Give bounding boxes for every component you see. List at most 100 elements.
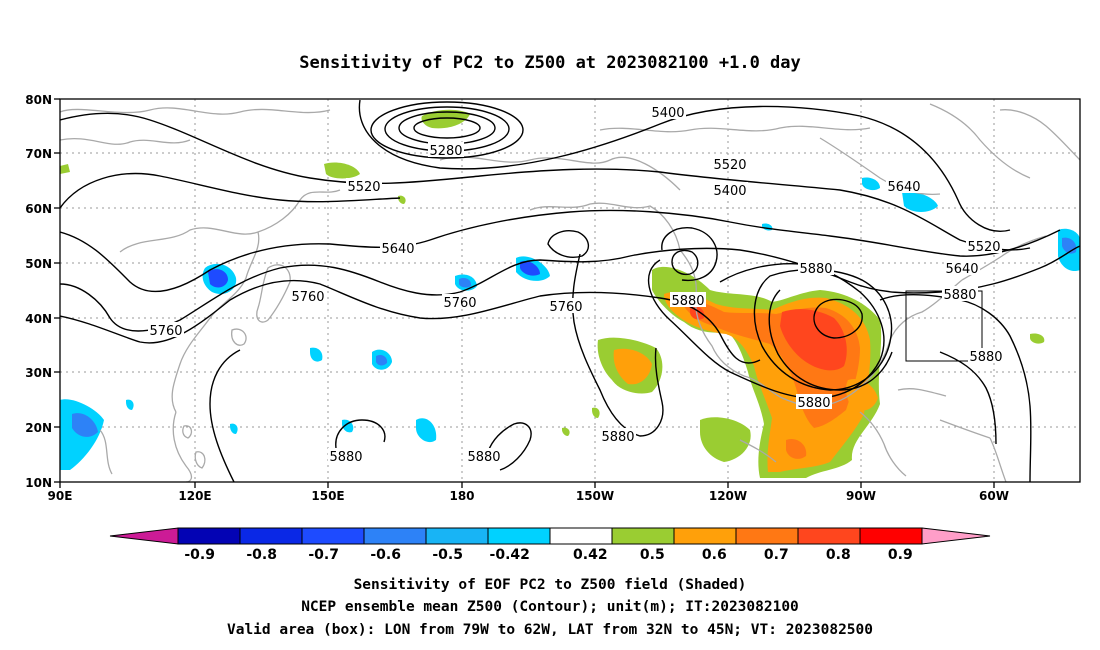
colorbar-tick-label: -0.7 <box>308 547 339 563</box>
colorbar-cell <box>363 527 427 545</box>
blue-patch <box>862 177 880 191</box>
contour-label: 5400 <box>651 106 684 121</box>
contour-label-bg <box>442 294 478 309</box>
colorbar-cell <box>611 527 675 545</box>
contour-label: 5880 <box>969 350 1002 365</box>
lon-label: 60W <box>979 489 1009 503</box>
z500-contours <box>60 99 1080 482</box>
colorbar-tick-label: -0.8 <box>246 547 277 563</box>
axis-ticks <box>54 98 995 488</box>
lon-label: 120E <box>178 489 211 503</box>
contour-label: 5640 <box>945 262 978 277</box>
map-frame <box>59 98 1081 483</box>
contour-label-bg <box>346 178 382 193</box>
orange-patch <box>613 348 652 385</box>
contour-label-bg <box>712 156 748 171</box>
contour-label-bg <box>944 260 980 275</box>
colorbar-tick-label: 0.6 <box>702 547 727 563</box>
lat-label: 10N <box>25 476 52 490</box>
lon-label: 180 <box>449 489 474 503</box>
figure-title: Sensitivity of PC2 to Z500 at 2023082100… <box>299 53 801 73</box>
colorbar-tick-label: 0.9 <box>888 547 913 563</box>
contour-label: 5520 <box>967 240 1000 255</box>
caption-line-2: NCEP ensemble mean Z500 (Contour); unit(… <box>301 599 799 615</box>
green-patch <box>324 162 360 179</box>
blue-patch <box>72 413 98 437</box>
lat-label: 80N <box>25 93 52 107</box>
contour-label-bg <box>966 238 1002 253</box>
lat-label: 30N <box>25 366 52 380</box>
contour-label-bg <box>328 448 364 463</box>
contour-label: 5880 <box>943 288 976 303</box>
lon-labels: 90E 120E 150E 180 150W 120W 90W 60W <box>48 489 1009 503</box>
blue-patch <box>902 191 938 212</box>
lat-label: 70N <box>25 147 52 161</box>
contour-label-bg <box>548 298 584 313</box>
contour-label: 5760 <box>149 324 182 339</box>
contour-label: 5520 <box>347 180 380 195</box>
green-patch <box>421 109 470 129</box>
map-panel: 5400 5280 5520 5520 5640 5400 5640 5520 5640 5880… <box>25 93 1081 503</box>
contour-label-bg <box>712 182 748 197</box>
contour-label-bg <box>886 178 922 193</box>
lat-label: 40N <box>25 312 52 326</box>
blue-patch <box>459 277 472 288</box>
contour-label: 5880 <box>797 396 830 411</box>
contour-label: 5880 <box>329 450 362 465</box>
colorbar-cell <box>549 527 613 545</box>
contour-label: 5760 <box>443 296 476 311</box>
caption-line-1: Sensitivity of EOF PC2 to Z500 field (Sh… <box>354 577 747 593</box>
contour-label-bg <box>650 104 686 119</box>
colorbar-cell <box>859 527 923 545</box>
contour-label: 5880 <box>601 430 634 445</box>
contour-label: 5520 <box>713 158 746 173</box>
contour-label-bg <box>968 348 1004 363</box>
blue-patch <box>416 418 437 443</box>
contour-label-bg <box>600 428 636 443</box>
colorbar-overflow-triangle <box>921 527 991 545</box>
contour-label-bg <box>148 322 184 337</box>
colorbar-cell <box>797 527 861 545</box>
contour-label-bg <box>466 448 502 463</box>
colorbar-tick-label: 0.42 <box>573 547 608 563</box>
colorbar-cell <box>177 527 241 545</box>
lat-label: 20N <box>25 421 52 435</box>
orange-patch <box>786 438 807 459</box>
blue-patch <box>208 269 228 288</box>
contour-label: 5880 <box>467 450 500 465</box>
contour-label-bg <box>942 286 978 301</box>
colorbar-cell <box>239 527 303 545</box>
contour-label-bg <box>290 288 326 303</box>
blue-patch <box>126 399 134 410</box>
colorbar-cell <box>301 527 365 545</box>
contour-label: 5760 <box>549 300 582 315</box>
colorbar-tick-label: -0.42 <box>490 547 530 563</box>
lon-label: 150E <box>311 489 344 503</box>
blue-patch <box>520 260 540 276</box>
contour-labels: 5400 5280 5520 5520 5640 5400 5640 5520 5640 5880… <box>148 104 1004 465</box>
contour-label: 5400 <box>713 184 746 199</box>
orange-patch <box>845 378 878 411</box>
contour-label-bg <box>428 142 464 157</box>
colorbar-tick-label: -0.6 <box>370 547 401 563</box>
contour-label-bg <box>380 240 416 255</box>
contour-label: 5280 <box>429 144 462 159</box>
lon-label: 90E <box>48 489 73 503</box>
lat-labels: 80N 70N 60N 50N 40N 30N 20N 10N <box>25 93 52 490</box>
red-patch <box>780 309 847 371</box>
green-patch <box>700 417 751 462</box>
lon-label: 150W <box>576 489 614 503</box>
orange-patch <box>790 360 806 376</box>
contour-label-bg <box>796 394 832 409</box>
lat-label: 50N <box>25 257 52 271</box>
contour-label-bg <box>798 260 834 275</box>
colorbar-tick-label: 0.7 <box>764 547 789 563</box>
lon-label: 90W <box>846 489 876 503</box>
lat-label: 60N <box>25 202 52 216</box>
colorbar-tick-label: 0.8 <box>826 547 851 563</box>
colorbar-tick-label: -0.9 <box>184 547 215 563</box>
blue-patch <box>230 423 238 434</box>
colorbar-cell <box>735 527 799 545</box>
contour-label: 5640 <box>887 180 920 195</box>
